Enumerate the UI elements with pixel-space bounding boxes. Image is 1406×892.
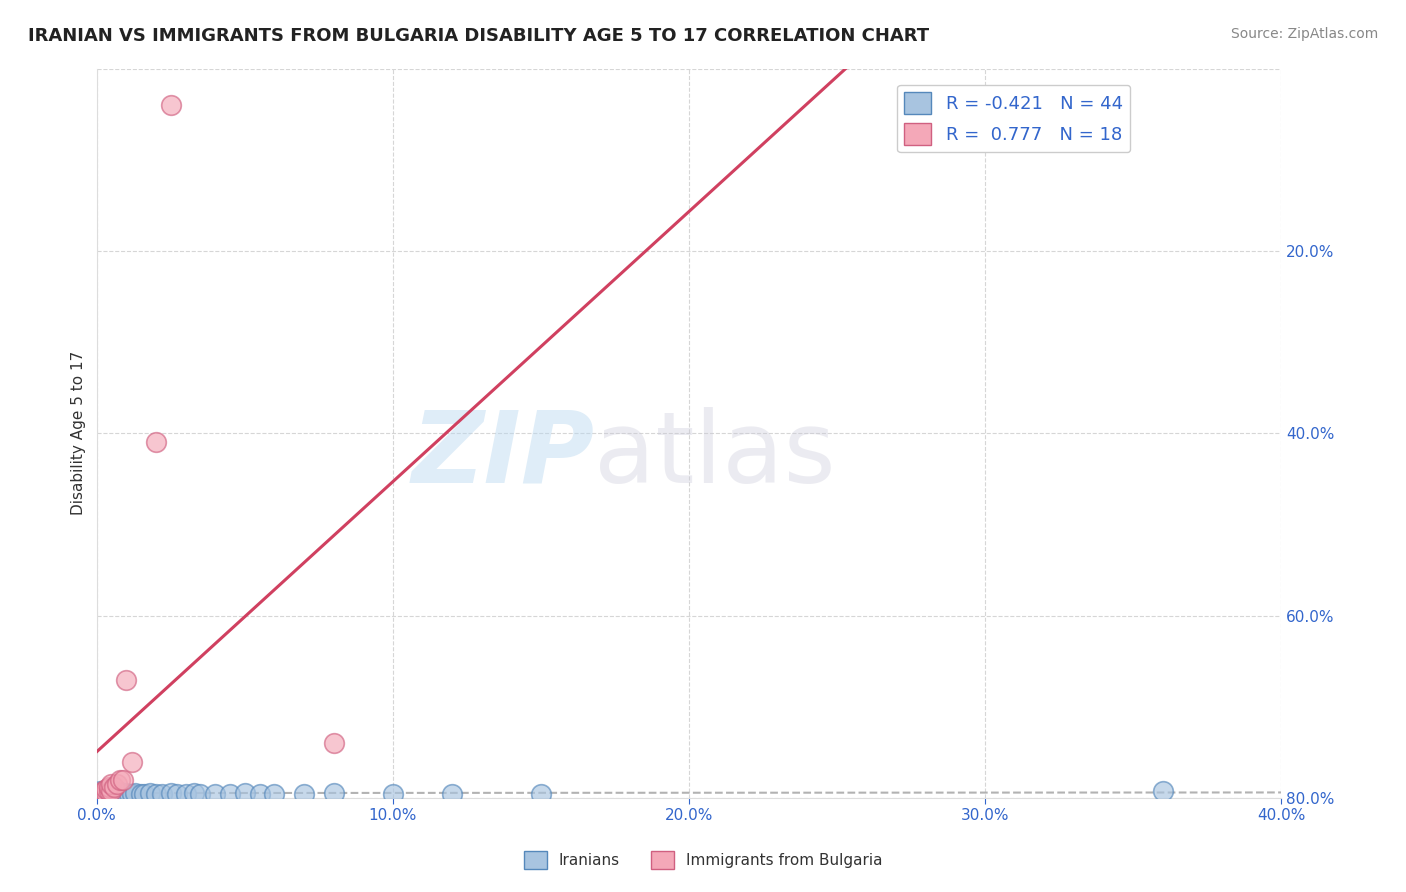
Point xyxy=(183,786,205,800)
Point xyxy=(110,787,132,801)
Point xyxy=(219,788,242,802)
Point xyxy=(103,784,125,798)
Point xyxy=(94,781,117,796)
Point xyxy=(129,787,152,801)
Point xyxy=(100,781,122,796)
Point xyxy=(110,785,132,799)
Point xyxy=(322,786,344,800)
Point xyxy=(112,772,135,787)
Point xyxy=(97,782,120,797)
Point xyxy=(166,787,188,801)
Point xyxy=(121,788,143,802)
Point xyxy=(204,787,226,801)
Point xyxy=(103,780,125,794)
Point xyxy=(89,788,111,802)
Point xyxy=(100,784,122,798)
Point xyxy=(91,785,114,799)
Point xyxy=(249,787,271,801)
Point xyxy=(145,787,167,801)
Point xyxy=(263,788,285,802)
Point xyxy=(188,787,211,801)
Point xyxy=(105,788,128,802)
Point xyxy=(97,784,120,798)
Point xyxy=(100,785,122,799)
Point xyxy=(115,673,138,687)
Point xyxy=(150,788,173,802)
Point xyxy=(145,435,167,450)
Point xyxy=(112,788,135,802)
Point xyxy=(118,787,141,801)
Point xyxy=(91,784,114,798)
Point xyxy=(115,786,138,800)
Point xyxy=(121,755,143,769)
Point xyxy=(103,787,125,801)
Point xyxy=(159,98,181,112)
Text: IRANIAN VS IMMIGRANTS FROM BULGARIA DISABILITY AGE 5 TO 17 CORRELATION CHART: IRANIAN VS IMMIGRANTS FROM BULGARIA DISA… xyxy=(28,27,929,45)
Point xyxy=(105,777,128,791)
Point xyxy=(233,786,256,800)
Point xyxy=(139,786,162,800)
Legend: R = -0.421   N = 44, R =  0.777   N = 18: R = -0.421 N = 44, R = 0.777 N = 18 xyxy=(897,85,1130,153)
Point xyxy=(97,780,120,794)
Point xyxy=(97,786,120,800)
Point xyxy=(530,787,553,801)
Y-axis label: Disability Age 5 to 17: Disability Age 5 to 17 xyxy=(72,351,86,516)
Point xyxy=(89,786,111,800)
Point xyxy=(381,787,404,801)
Point xyxy=(1152,784,1174,798)
Text: ZIP: ZIP xyxy=(411,407,595,504)
Point xyxy=(94,788,117,802)
Point xyxy=(110,772,132,787)
Point xyxy=(105,786,128,800)
Point xyxy=(100,777,122,791)
Point xyxy=(89,784,111,798)
Point xyxy=(100,788,122,802)
Point xyxy=(159,786,181,800)
Legend: Iranians, Immigrants from Bulgaria: Iranians, Immigrants from Bulgaria xyxy=(517,845,889,875)
Point xyxy=(91,787,114,801)
Point xyxy=(132,788,155,802)
Point xyxy=(124,786,146,800)
Text: Source: ZipAtlas.com: Source: ZipAtlas.com xyxy=(1230,27,1378,41)
Point xyxy=(441,788,464,802)
Point xyxy=(91,787,114,801)
Point xyxy=(174,788,197,802)
Point xyxy=(94,784,117,798)
Point xyxy=(292,787,315,801)
Point xyxy=(322,736,344,750)
Point xyxy=(97,789,120,803)
Point xyxy=(94,786,117,800)
Text: atlas: atlas xyxy=(595,407,837,504)
